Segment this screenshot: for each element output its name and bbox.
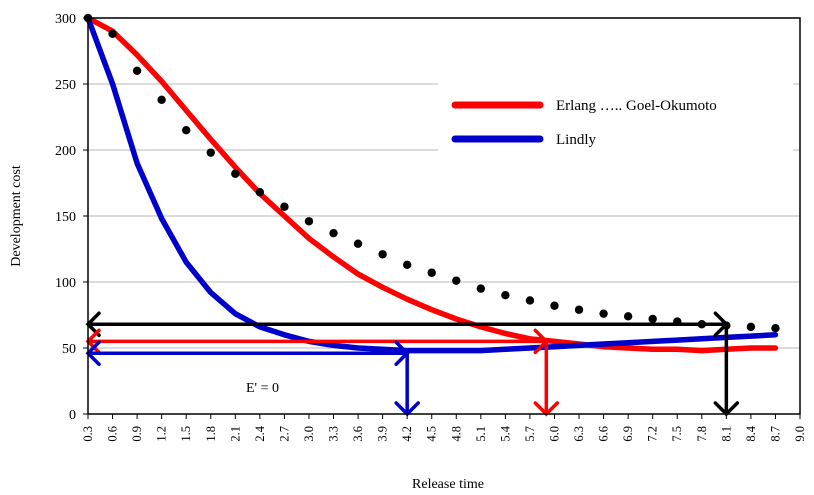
y-tick-label: 50 [62,342,76,357]
x-tick-label: 4.5 [425,426,439,442]
x-tick-label: 0.3 [81,426,95,442]
series-point-dotted [182,126,191,135]
x-tick-label: 3.0 [302,426,316,442]
y-tick-label: 300 [55,12,76,27]
series-point-dotted [329,228,338,238]
x-tick-label: 5.1 [474,426,488,442]
x-tick-label: 9.0 [793,426,807,442]
series-line-1 [85,15,779,354]
series-point-dotted [353,239,363,248]
x-tick-label: 8.7 [768,426,782,442]
y-tick-label: 200 [55,144,76,159]
series-point-dotted [402,260,412,270]
series-point-dotted [525,296,535,305]
series-point-dotted [157,95,166,105]
series-point-dotted [501,291,510,300]
y-tick-label: 150 [55,210,76,225]
series-point-dotted [132,66,142,76]
plot-frame [87,17,801,415]
x-tick-label: 3.3 [327,426,341,442]
y-tick-label: 250 [55,78,76,93]
series-point-dotted [599,309,608,318]
legend-label-lindly: Lindly [556,132,596,148]
series-point-dotted [452,276,461,285]
series-point-dotted [550,301,559,310]
x-tick-label: 8.4 [744,425,758,441]
series-point-dotted [746,322,756,332]
x-tick-label: 2.1 [228,426,242,442]
legend: Erlang ….. Goel-Okumoto Lindly [438,80,793,160]
series-point-dotted [574,305,584,314]
series-point-dotted [206,148,215,157]
x-axis-title: Release time [412,477,484,492]
series-point-dotted [648,314,657,324]
y-tick-label: 0 [69,408,76,423]
x-tick-label: 3.9 [376,426,390,442]
legend-background [438,80,793,160]
x-tick-label: 3.6 [351,426,365,442]
x-tick-label: 2.4 [253,425,267,441]
series-point-dotted [476,284,486,293]
x-tick-label: 1.8 [204,426,218,442]
x-tick-label: 8.1 [719,426,733,442]
legend-label-erlang: Erlang ….. Goel-Okumoto [556,98,717,114]
series-point-dotted [304,217,314,226]
x-tick-label: 0.9 [130,426,144,442]
x-tick-label: 1.2 [155,426,169,442]
x-tick-label: 5.7 [523,426,537,442]
series-point-dotted [108,29,117,39]
series-point-dotted [623,312,633,321]
series-point-dotted [378,250,387,259]
axes: 0 50 100 150 200 250 300 0.3 0.6 0.9 1.2 1.5 1.8 2.1 2… [55,12,807,442]
x-tick-label: 2.7 [277,426,291,442]
x-tick-label: 6.3 [572,426,586,442]
series-point-dotted [427,268,436,277]
series-point-dotted [280,202,289,211]
x-tick-label: 7.2 [646,426,660,442]
x-tick-label: 0.6 [106,426,120,442]
series-line-0 [85,15,779,354]
x-tick-label: 7.8 [695,426,709,442]
series-layer [83,13,780,354]
y-axis-title: Development cost [9,165,24,267]
y-tick-label: 100 [55,276,76,291]
x-tick-label: 6.9 [621,426,635,442]
x-tick-label: 6.6 [597,426,611,442]
x-tick-label: 4.2 [400,426,414,442]
x-tick-label: 7.5 [670,426,684,442]
arrow-layer [85,311,740,417]
series-point-dotted [231,169,240,178]
annotation-e-prime: E' = 0 [246,381,279,396]
series-point-dotted [255,188,265,197]
x-tick-label: 4.8 [449,426,463,442]
x-tick-label: 1.5 [179,426,193,442]
x-tick-label: 6.0 [547,426,561,442]
x-tick-label: 5.4 [498,425,512,441]
series-point-dotted [771,324,780,333]
